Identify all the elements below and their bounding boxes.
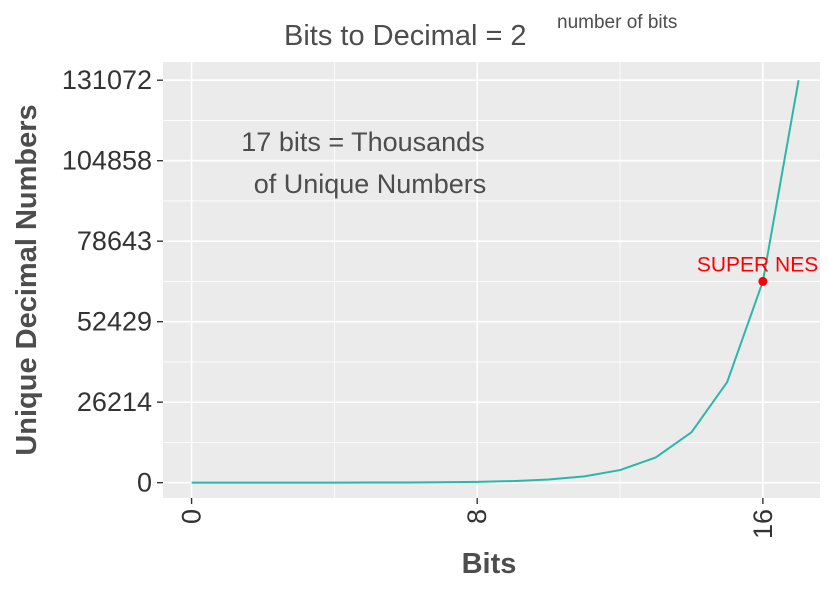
highlight-label: SUPER NES — [697, 253, 818, 276]
highlight-layer: SUPER NES — [697, 253, 818, 286]
y-axis-ticks: 0 26214 52429 78643 104858 131072 — [62, 65, 163, 498]
highlight-point — [758, 276, 768, 286]
x-tick-label: 16 — [748, 509, 778, 539]
x-axis-ticks: 0 8 16 — [177, 498, 778, 539]
y-tick-label: 26214 — [77, 387, 152, 417]
y-tick-label: 78643 — [77, 226, 152, 256]
y-tick-label: 0 — [137, 468, 152, 498]
x-tick-label: 8 — [462, 509, 492, 524]
y-tick-label: 52429 — [77, 307, 152, 337]
annotation-line-1: 17 bits = Thousands — [241, 127, 484, 157]
grid-minor — [163, 62, 820, 498]
series-line — [191, 80, 800, 484]
x-tick-label: 0 — [177, 509, 207, 524]
chart-title-superscript: number of bits — [557, 12, 677, 33]
y-tick-label: 104858 — [62, 146, 152, 176]
chart-title: Bits to Decimal = 2 — [284, 20, 527, 52]
plot-panel — [163, 62, 820, 498]
series-layer — [191, 80, 800, 484]
annotation-line-2: of Unique Numbers — [254, 169, 487, 199]
y-axis-title: Unique Decimal Numbers — [11, 104, 43, 455]
y-tick-label: 131072 — [62, 65, 152, 95]
x-axis-title: Bits — [462, 548, 517, 580]
